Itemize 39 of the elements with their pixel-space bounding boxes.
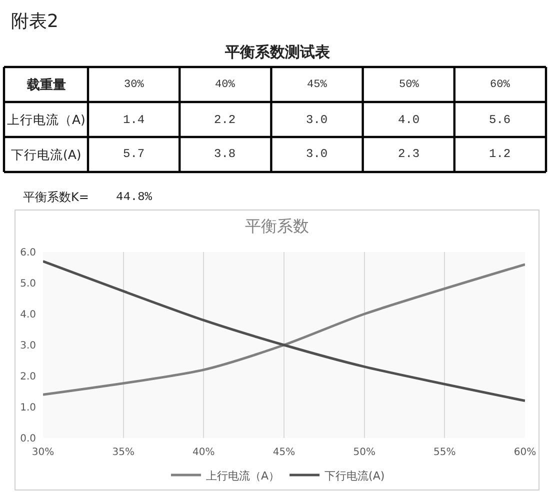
x-tick-label: 40% [192,447,215,458]
text: 上行电流（A) [7,112,86,127]
text: 平衡系数测试表 [224,43,331,61]
data-label: 3.0 [306,147,328,161]
text: 载重量 [26,77,66,93]
y-tick-label: 3.0 [20,340,36,352]
data-label: 5.6 [489,113,511,127]
legend-label: 下行电流(A) [324,469,385,482]
y-tick-label: 2.0 [20,372,36,382]
x-tick-label: 45% [272,447,296,458]
text: 平衡系数K= [23,190,89,204]
data-label: 3.0 [306,113,328,127]
data-label: 2.2 [214,113,236,127]
y-tick-label: 6.0 [20,248,36,258]
x-tick-label: 50% [353,447,376,458]
x-tick-label: 55% [434,447,456,458]
text: 附表2 [11,11,58,32]
category-label: 45% [307,79,328,91]
x-tick-label: 35% [112,447,134,458]
data-label: 3.8 [214,147,236,161]
text: 下行电流(A) [11,147,82,162]
data-label: 5.7 [123,147,145,161]
text: 44.8% [116,190,153,204]
category-label: 40% [215,79,236,91]
category-label: 50% [399,79,420,91]
x-tick-label: 60% [514,447,536,458]
y-tick-label: 4.0 [20,310,36,320]
x-tick-label: 30% [32,447,54,458]
data-label: 2.3 [398,147,420,161]
chart-title: 平衡系数 [245,216,309,236]
y-tick-label: 0.0 [20,434,36,444]
y-tick-label: 1.0 [20,402,36,414]
category-label: 60% [490,79,510,91]
y-tick-label: 5.0 [20,278,36,290]
category-label: 30% [124,79,144,91]
data-label: 1.2 [489,147,511,161]
data-label: 1.4 [123,113,145,127]
legend-label: 上行电流（A） [206,469,280,482]
data-label: 4.0 [398,113,420,127]
